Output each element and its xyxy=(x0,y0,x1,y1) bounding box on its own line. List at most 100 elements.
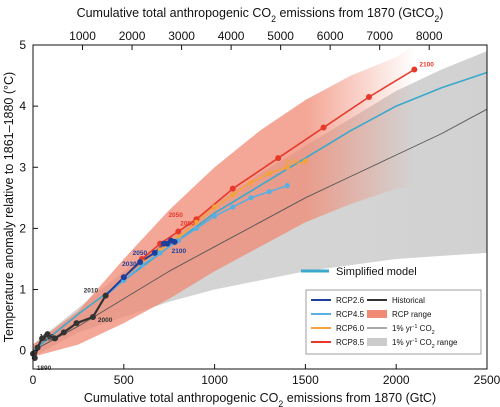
year-label: 2010 xyxy=(84,288,99,295)
rcp26-marker xyxy=(151,249,158,256)
legend-label-part: -1 xyxy=(412,338,417,344)
rcp60-marker xyxy=(302,158,308,164)
x2-axis-title-part: ) xyxy=(439,6,443,20)
y-tick-label: 4 xyxy=(19,99,26,113)
x-tick-label: 2000 xyxy=(383,373,410,387)
rcp45-marker xyxy=(193,225,200,231)
one-pct-line xyxy=(32,108,488,352)
historical-line xyxy=(31,295,107,360)
legend-box xyxy=(305,289,482,355)
y-tick-label: 1 xyxy=(19,283,26,297)
x-tick-label: 1000 xyxy=(201,373,228,387)
rcp60-marker xyxy=(248,179,254,186)
y-tick-label: 0 xyxy=(19,344,26,358)
historical-marker xyxy=(34,344,41,351)
legend-label: RCP4.5 xyxy=(336,310,365,319)
rcp60-marker xyxy=(266,170,272,176)
x-tick-label: 1500 xyxy=(292,373,319,387)
x-tick-label: 500 xyxy=(114,373,134,387)
legend-label-part: 2 xyxy=(432,330,435,336)
legend-label: Historical xyxy=(392,296,425,305)
x2-tick-label: 6000 xyxy=(317,29,344,43)
rcp45-marker xyxy=(284,183,290,189)
rcp85-marker xyxy=(175,228,182,235)
rcp26-marker xyxy=(171,238,178,245)
rcp26-marker xyxy=(120,274,127,281)
legend-swatch xyxy=(367,338,387,346)
x2-tick-label: 4000 xyxy=(218,29,245,43)
year-label: 1890 xyxy=(37,365,52,372)
rcp85-marker xyxy=(320,124,327,131)
rcp60-marker xyxy=(284,164,290,170)
legend-label-part: 1% yr xyxy=(392,338,413,347)
rcp60-marker xyxy=(193,219,200,225)
y-axis-title: Temperature anomaly relative to 1861–188… xyxy=(2,72,16,342)
x2-axis-title-part: 2 xyxy=(434,14,439,24)
rcp85-marker xyxy=(229,185,236,192)
year-label: 1980 xyxy=(44,335,59,342)
x-axis-title-part: 2 xyxy=(278,399,283,407)
x2-tick-label: 8000 xyxy=(416,29,443,43)
axis-titles: Cumulative total anthropogenic CO2 emiss… xyxy=(2,6,443,407)
historical-marker xyxy=(73,320,80,327)
legend-swatch xyxy=(367,310,387,318)
year-label: 2030 xyxy=(122,261,137,268)
legend-label-part: 2 xyxy=(432,344,435,350)
rcp45-marker xyxy=(266,189,272,195)
x2-tick-label: 2000 xyxy=(119,29,146,43)
legend-label-part: CO xyxy=(417,324,431,333)
rcp45-marker xyxy=(212,213,218,219)
historical-marker xyxy=(39,335,46,342)
rcp85-marker xyxy=(365,93,372,100)
legend-label: RCP range xyxy=(392,310,432,319)
y-tick-label: 2 xyxy=(19,221,26,235)
historical-marker xyxy=(102,292,109,299)
x-axis-title: Cumulative total anthropogenic CO2 emiss… xyxy=(84,391,436,407)
x2-axis-title: Cumulative total anthropogenic CO2 emiss… xyxy=(77,6,444,24)
year-label: 2050 xyxy=(133,250,148,257)
historical-marker xyxy=(44,331,51,338)
legend-label-part: CO xyxy=(417,338,431,347)
x2-axis-title-part: emissions from 1870 (GtCO xyxy=(276,6,435,20)
year-label: 2100 xyxy=(285,159,300,166)
legend-label-part: 1% yr xyxy=(392,324,413,333)
y-tick-label: 5 xyxy=(19,38,26,52)
x2-axis-title-part: Cumulative total anthropogenic CO xyxy=(77,6,272,20)
rcp60-marker xyxy=(212,204,218,210)
rcp85-marker xyxy=(411,66,418,73)
historical-marker xyxy=(51,335,58,342)
legend-label: RCP2.6 xyxy=(336,296,365,305)
x2-tick-label: 7000 xyxy=(366,29,393,43)
y-tick-label: 3 xyxy=(19,160,26,174)
rcp60-marker xyxy=(230,192,236,198)
year-label: 2050 xyxy=(180,220,195,227)
x-axis-title-part: emissions from 1870 (GtC) xyxy=(283,391,436,405)
legend-label: 1% yr-1 CO2 xyxy=(392,324,435,336)
x2-tick-label: 3000 xyxy=(168,29,195,43)
historical-marker xyxy=(60,329,67,336)
legend: RCP2.6 Historical RCP4.5 RCP range RCP6.0 1% … xyxy=(305,289,482,355)
x2-axis-title-part: 2 xyxy=(271,14,276,24)
legend-label-part: -1 xyxy=(412,324,417,330)
x2-tick-label: 1000 xyxy=(69,29,96,43)
simplified-label: Simplified model xyxy=(336,266,417,278)
year-label: 2050 xyxy=(168,212,183,219)
x-tick-label: 0 xyxy=(30,373,37,387)
legend-label-part: range xyxy=(435,338,458,347)
legend-label: 1% yr-1 CO2 range xyxy=(392,338,458,350)
rcp45-marker xyxy=(230,204,236,210)
rcp45-marker xyxy=(157,250,163,256)
rcp26-marker xyxy=(137,259,144,266)
x2-tick-label: 5000 xyxy=(267,29,294,43)
year-label: 2000 xyxy=(98,317,113,324)
x-tick-label: 2500 xyxy=(474,373,500,387)
year-label: 2100 xyxy=(419,61,434,68)
year-label: 2100 xyxy=(172,248,187,255)
year-label: 1950 xyxy=(40,334,55,341)
plot-frame xyxy=(32,44,488,370)
simplified-model-legend: Simplified model xyxy=(301,266,417,278)
x-axis-title-part: Cumulative total anthropogenic CO xyxy=(84,391,279,405)
point-labels: 1890195019802000201021002030205020502050… xyxy=(37,61,434,372)
